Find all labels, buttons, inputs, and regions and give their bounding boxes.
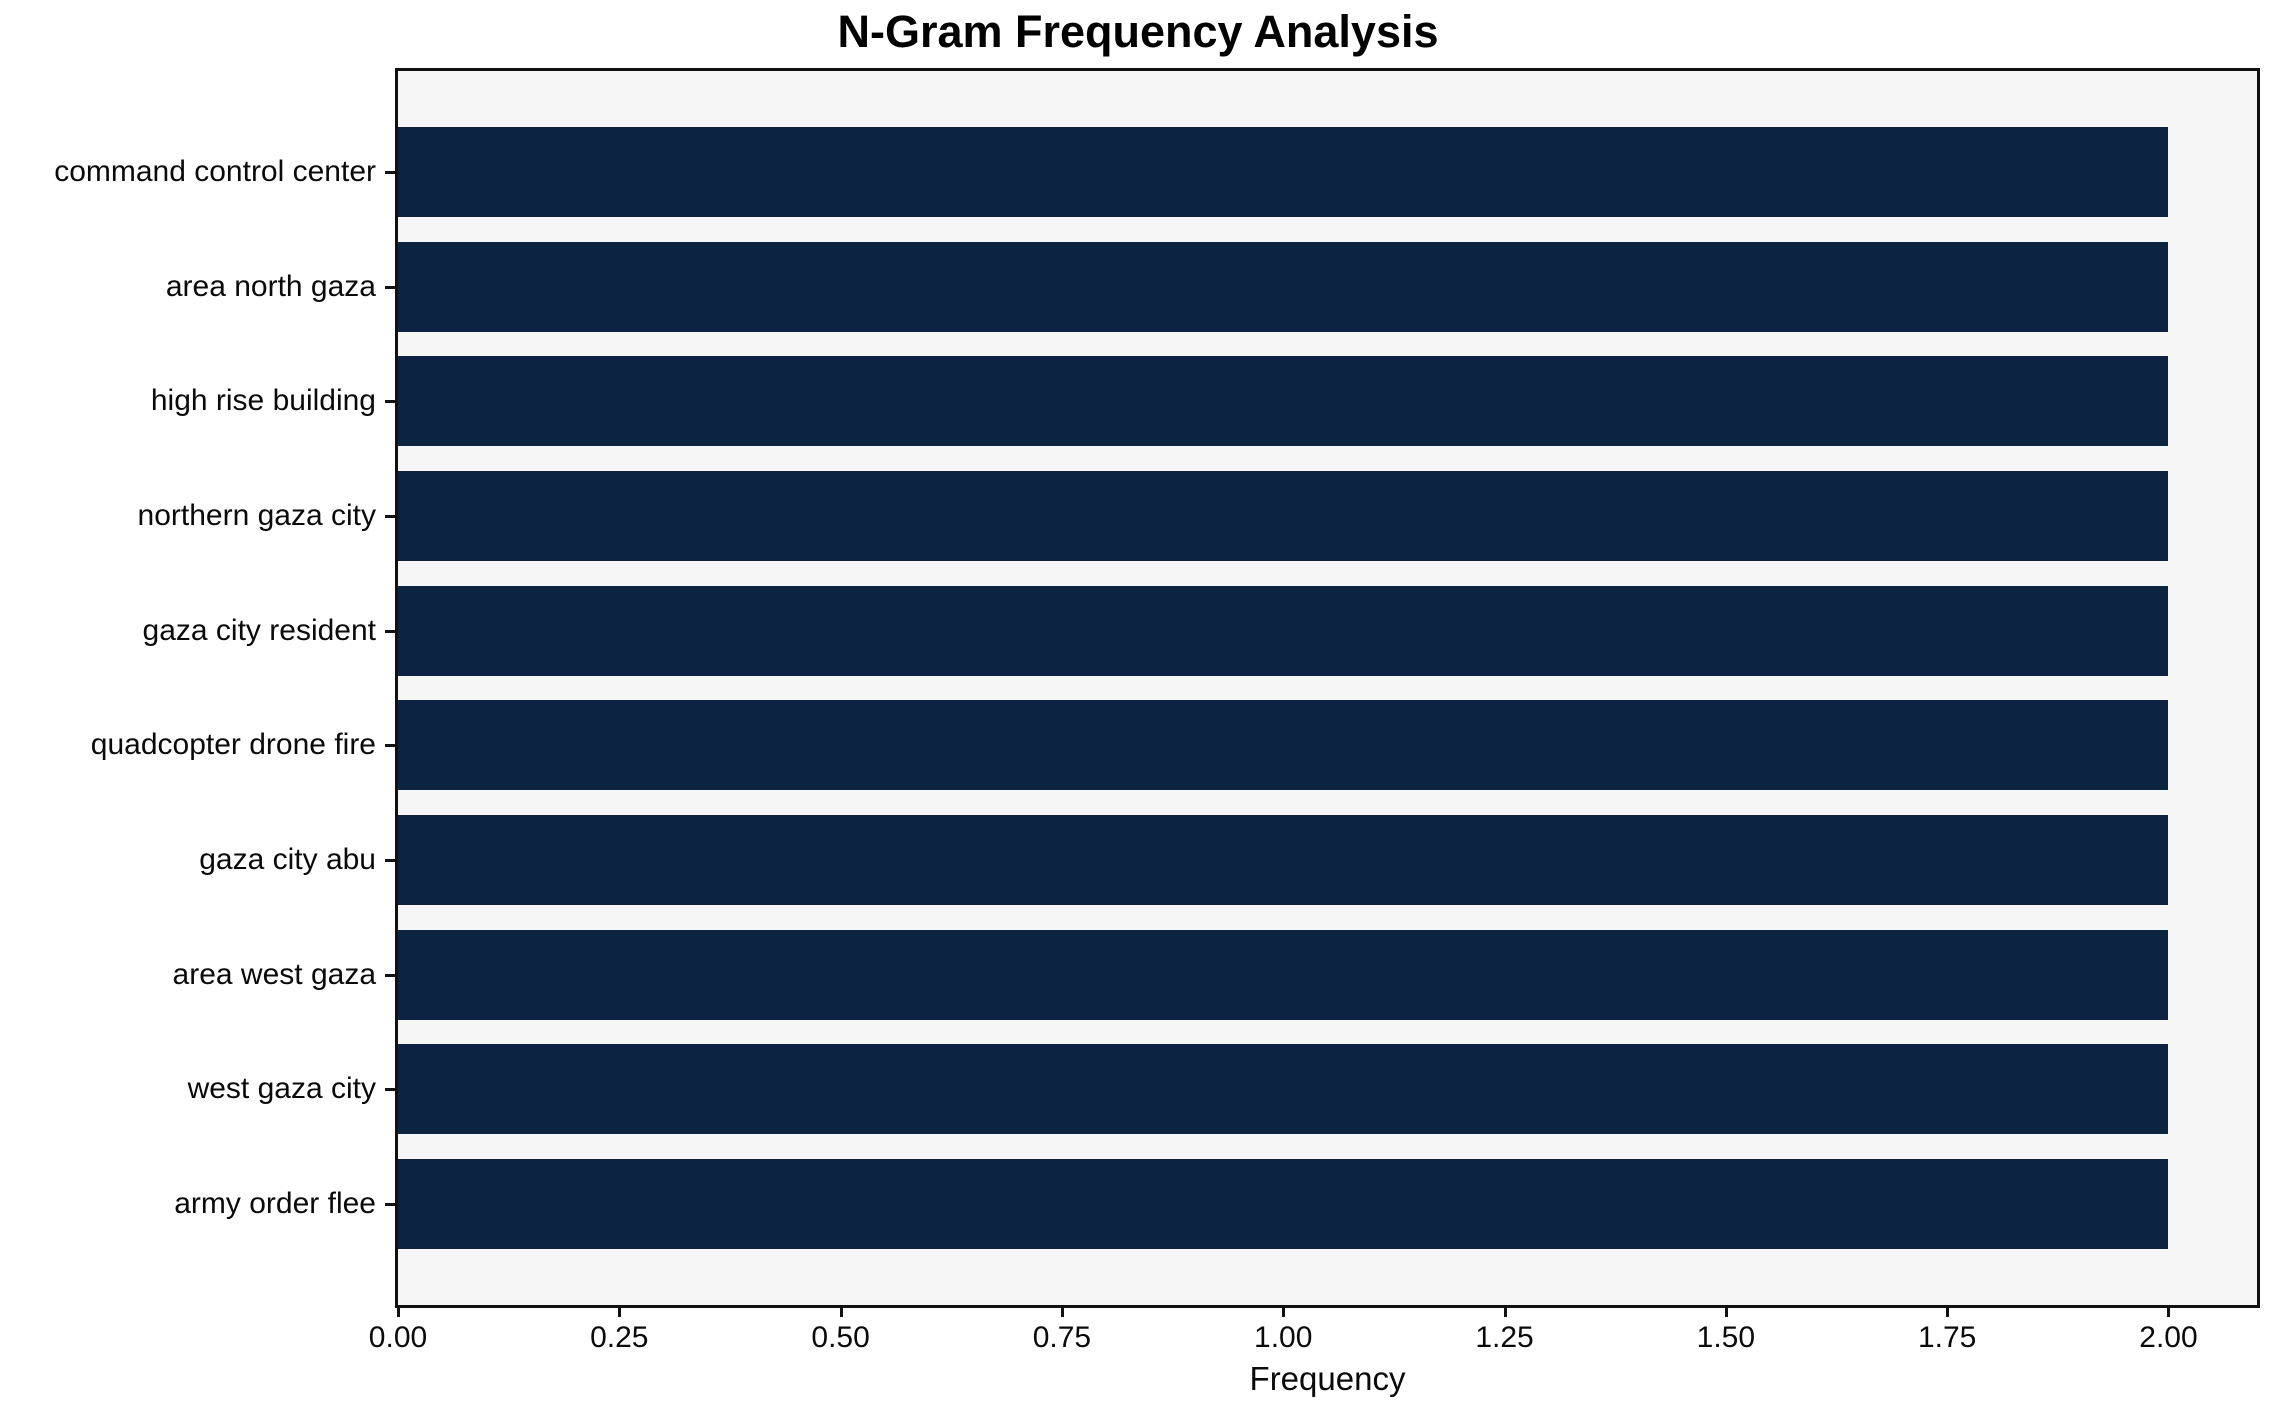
y-tick-label: quadcopter drone fire — [90, 728, 376, 762]
y-tick-label: west gaza city — [187, 1072, 376, 1106]
x-tick-label: 1.50 — [1696, 1321, 1756, 1354]
x-tick — [839, 1305, 843, 1317]
x-tick — [1724, 1305, 1728, 1317]
y-tick-label: northern gaza city — [137, 499, 376, 532]
plot-area — [398, 71, 2257, 1305]
x-tick — [2167, 1305, 2171, 1317]
y-tick-label: command control center — [54, 155, 376, 188]
bar-gaza-city-abu — [398, 815, 2169, 905]
bar-area-north-gaza — [398, 241, 2169, 332]
y-tick-label: area west gaza — [172, 957, 376, 991]
bar-command-control-center — [398, 127, 2169, 217]
y-tick — [385, 859, 398, 862]
x-tick-label: 0.00 — [368, 1321, 428, 1354]
y-tick — [385, 1203, 398, 1206]
y-tick-label: army order flee — [174, 1187, 376, 1220]
x-tick-label: 2.00 — [2139, 1321, 2198, 1354]
x-tick — [1282, 1305, 1286, 1317]
y-tick-label: gaza city resident — [142, 613, 376, 647]
y-tick — [385, 744, 398, 748]
bar-northern-gaza-city — [398, 471, 2169, 561]
y-tick-label: area north gaza — [165, 269, 376, 303]
bar-area-west-gaza — [398, 929, 2169, 1020]
y-tick-label: gaza city abu — [199, 843, 376, 876]
x-tick-label: 1.00 — [1254, 1321, 1313, 1354]
x-tick — [397, 1305, 400, 1317]
chart-title: N-Gram Frequency Analysis — [837, 6, 1439, 57]
bar-gaza-city-resident — [398, 585, 2169, 676]
bar-army-order-flee — [398, 1159, 2169, 1249]
y-tick — [385, 515, 398, 518]
x-tick — [618, 1305, 622, 1317]
y-tick — [385, 171, 398, 174]
y-tick — [385, 1088, 398, 1092]
x-tick — [1503, 1305, 1507, 1317]
y-tick-label: high rise building — [150, 384, 376, 418]
bar-west-gaza-city — [398, 1044, 2169, 1135]
x-tick — [1946, 1305, 1950, 1317]
y-tick — [385, 629, 398, 633]
x-axis-label: Frequency — [1249, 1360, 1406, 1397]
bar-high-rise-building — [398, 356, 2169, 447]
bar-quadcopter-drone-fire — [398, 700, 2169, 791]
x-tick — [1060, 1305, 1064, 1317]
x-tick-label: 0.50 — [811, 1321, 870, 1354]
x-tick-label: 0.75 — [1032, 1321, 1092, 1354]
y-tick — [385, 973, 398, 977]
y-tick — [385, 400, 398, 404]
x-tick-label: 1.25 — [1475, 1321, 1534, 1354]
x-tick-label: 0.25 — [590, 1321, 649, 1354]
y-tick — [385, 285, 398, 289]
x-tick-label: 1.75 — [1917, 1321, 1977, 1354]
